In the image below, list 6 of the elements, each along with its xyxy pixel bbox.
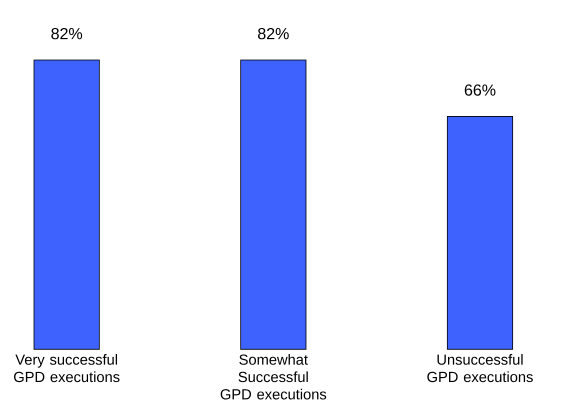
- x-tick-label: Very successful GPD executions: [14, 354, 120, 382]
- x-tick-label: Unsuccessful GPD executions: [427, 354, 533, 382]
- data-label: 66%: [464, 84, 496, 96]
- data-label: 82%: [51, 28, 82, 40]
- data-label: 82%: [258, 28, 289, 40]
- x-tick-label: Somewhat Successful GPD executions: [220, 354, 326, 400]
